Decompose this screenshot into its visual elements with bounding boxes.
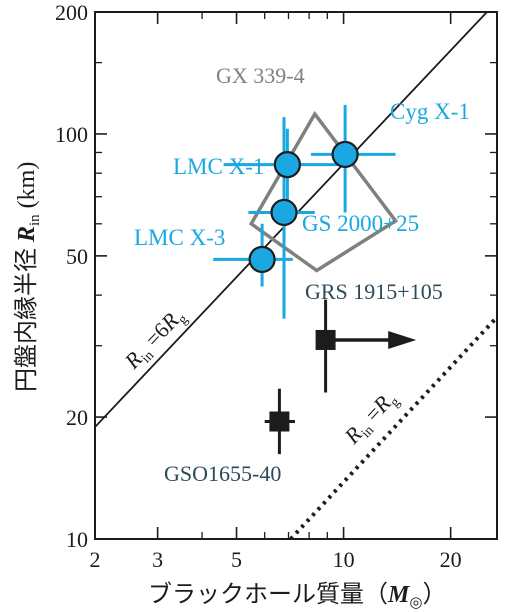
line-6rg-label: Rin =6Rg xyxy=(119,303,191,377)
y-tick-label: 10 xyxy=(66,527,88,552)
data-point xyxy=(331,140,359,169)
point-labels: Cyg X-1 LMC X-1 GS 2000+25 LMC X-3 GRS 1915+… xyxy=(134,63,470,486)
point-label: GSO1655-40 xyxy=(164,461,281,486)
data-points xyxy=(248,140,359,432)
y-tick-label: 200 xyxy=(55,0,88,25)
lower-limit-arrow-head xyxy=(388,330,417,349)
y-tick-label: 50 xyxy=(66,244,88,269)
point-label: Cyg X-1 xyxy=(390,99,470,124)
line-1rg-label: Rin =Rg xyxy=(339,385,404,451)
x-tick-label: 5 xyxy=(231,547,242,572)
y-tick-label: 20 xyxy=(66,405,88,430)
gx339-region xyxy=(248,110,399,273)
point-label: GS 2000+25 xyxy=(302,211,419,236)
x-tick-label: 2 xyxy=(90,547,101,572)
region-label: GX 339-4 xyxy=(216,63,305,88)
y-axis-label: 円盤内縁半径 Rin (km) xyxy=(13,162,43,392)
line-1rg xyxy=(289,315,497,539)
x-tick-label: 20 xyxy=(440,547,462,572)
x-axis-label: ブラックホール質量（M◎） xyxy=(148,581,446,611)
data-point xyxy=(315,329,336,350)
plot-frame xyxy=(94,11,498,540)
point-label: LMC X-1 xyxy=(173,154,264,179)
data-point xyxy=(270,198,298,227)
data-point xyxy=(273,151,301,179)
tick-labels: 2 3 5 10 20 10 20 50 100 200 xyxy=(55,0,462,572)
point-label: GRS 1915+105 xyxy=(305,279,443,304)
error-bars xyxy=(213,104,417,455)
axis-labels: ブラックホール質量（M◎） 円盤内縁半径 Rin (km) xyxy=(13,162,446,611)
data-point xyxy=(248,245,276,274)
x-tick-label: 3 xyxy=(152,547,163,572)
point-label: LMC X-3 xyxy=(134,225,225,250)
y-tick-label: 100 xyxy=(55,122,88,147)
x-tick-label: 10 xyxy=(333,547,355,572)
reference-lines xyxy=(95,12,497,539)
axis-ticks xyxy=(94,11,497,540)
data-point xyxy=(269,411,290,432)
gx339-polygon xyxy=(248,110,399,273)
